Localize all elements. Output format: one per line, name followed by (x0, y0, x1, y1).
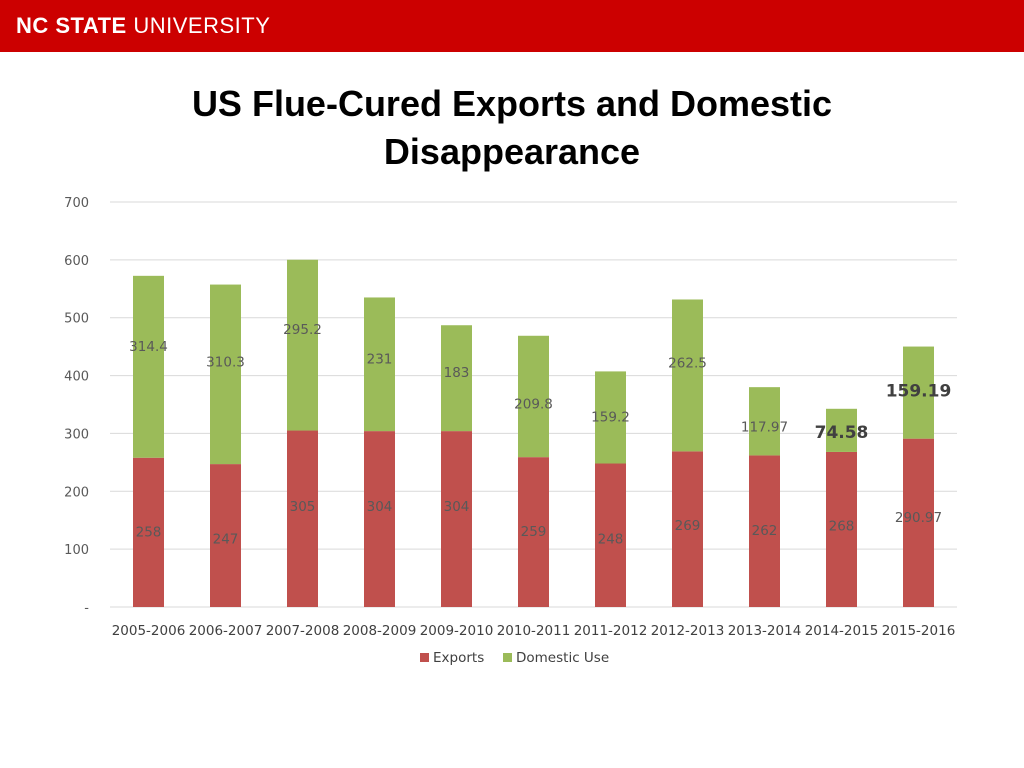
x-tick-label: 2007-2008 (266, 623, 340, 639)
y-tick-label: 600 (64, 254, 89, 269)
x-tick-label: 2009-2010 (420, 623, 494, 639)
bar-domestic-use (749, 387, 780, 456)
bar-exports (287, 430, 318, 607)
x-tick-label: 2013-2014 (728, 623, 802, 639)
university-logo: NC STATE UNIVERSITY (16, 13, 270, 39)
data-label-domestic-use: 209.8 (514, 396, 553, 412)
bar-exports (210, 464, 241, 607)
bar-exports (595, 463, 626, 607)
data-label-exports: 248 (598, 531, 624, 547)
data-label-exports: 304 (367, 499, 393, 515)
bar-domestic-use (210, 284, 241, 465)
data-label-domestic-use: 231 (367, 351, 393, 367)
y-tick-label: 100 (64, 543, 89, 558)
data-label-domestic-use: 262.5 (668, 355, 707, 371)
data-label-domestic-use: 314.4 (129, 339, 168, 355)
logo-bold-text: NC STATE (16, 13, 127, 38)
bar-exports (133, 457, 164, 607)
legend-swatch (420, 653, 429, 662)
data-label-domestic-use: 159.2 (591, 409, 630, 425)
x-tick-label: 2005-2006 (112, 623, 186, 639)
x-tick-label: 2008-2009 (343, 623, 417, 639)
logo-light-text: UNIVERSITY (133, 13, 271, 38)
bar-exports (441, 431, 472, 607)
bar-domestic-use (826, 408, 857, 452)
y-tick-label: - (84, 601, 89, 616)
bar-domestic-use (441, 325, 472, 432)
data-label-exports: 247 (213, 532, 239, 548)
legend-label: Domestic Use (516, 650, 609, 666)
bar-exports (672, 451, 703, 607)
bar-domestic-use (595, 371, 626, 464)
y-tick-label: 700 (64, 196, 89, 211)
y-tick-label: 400 (64, 370, 89, 385)
bar-domestic-use (518, 335, 549, 458)
data-label-exports: 305 (290, 499, 316, 515)
data-label-exports: 259 (521, 524, 547, 540)
header-bar: NC STATE UNIVERSITY (0, 0, 1024, 52)
data-label-exports: 290.97 (895, 510, 942, 526)
data-label-exports: 258 (136, 524, 162, 540)
data-label-domestic-use: 74.58 (815, 423, 869, 443)
stacked-bar-chart: -100200300400500600700258314.42005-20062… (64, 196, 957, 666)
data-label-exports: 304 (444, 499, 470, 515)
y-tick-label: 500 (64, 312, 89, 327)
data-label-exports: 268 (829, 518, 855, 534)
data-label-domestic-use: 295.2 (283, 322, 322, 338)
bar-domestic-use (672, 299, 703, 452)
x-tick-label: 2006-2007 (189, 623, 263, 639)
x-tick-label: 2015-2016 (882, 623, 956, 639)
legend-label: Exports (433, 650, 484, 666)
data-label-domestic-use: 117.97 (741, 419, 788, 435)
y-tick-label: 200 (64, 485, 89, 500)
legend-swatch (503, 653, 512, 662)
bar-domestic-use (903, 346, 934, 439)
data-label-domestic-use: 310.3 (206, 354, 245, 370)
bar-domestic-use (133, 275, 164, 458)
data-label-exports: 262 (752, 523, 778, 539)
bar-exports (903, 438, 934, 607)
bar-domestic-use (364, 297, 395, 432)
x-tick-label: 2012-2013 (651, 623, 725, 639)
x-tick-label: 2010-2011 (497, 623, 571, 639)
slide-title: US Flue-Cured Exports and Domestic Disap… (191, 83, 833, 172)
data-label-domestic-use: 159.19 (886, 382, 952, 402)
bar-exports (364, 431, 395, 607)
bar-domestic-use (287, 259, 318, 431)
x-tick-label: 2014-2015 (805, 623, 879, 639)
bar-exports (518, 457, 549, 607)
data-label-domestic-use: 183 (444, 365, 470, 381)
bar-exports (749, 455, 780, 607)
y-tick-label: 300 (64, 427, 89, 442)
bar-exports (826, 451, 857, 607)
x-tick-label: 2011-2012 (574, 623, 648, 639)
data-label-exports: 269 (675, 518, 701, 534)
